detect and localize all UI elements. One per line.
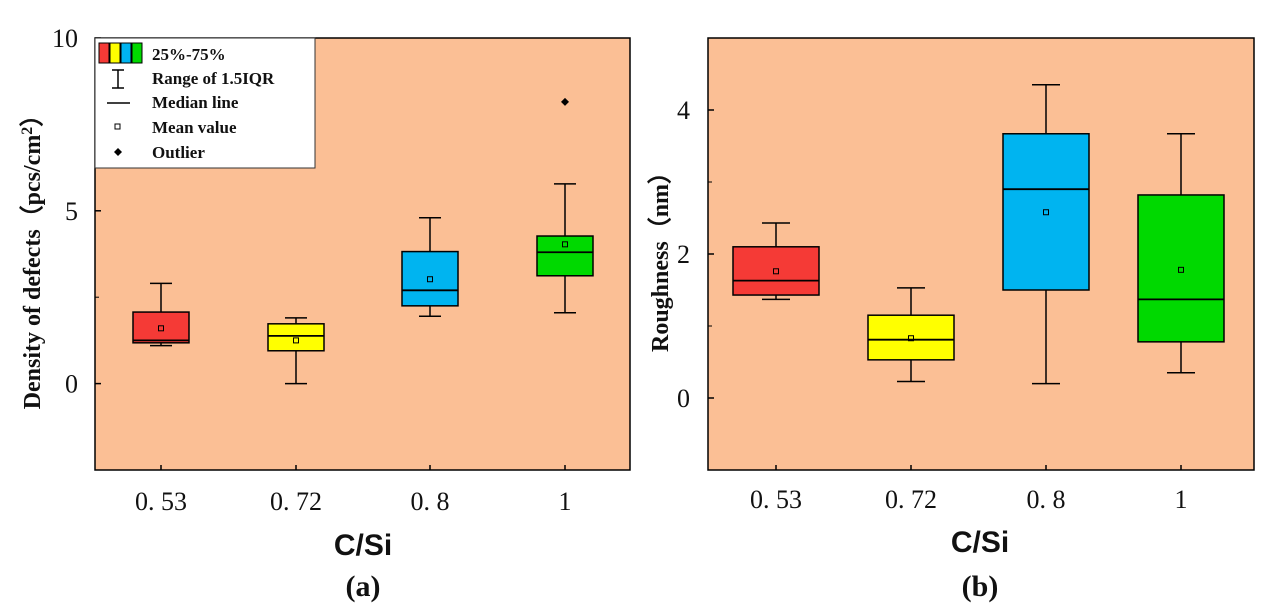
box-body [132, 311, 190, 344]
box-b-3 [1002, 84, 1090, 385]
box-body [267, 323, 325, 352]
legend-a: 25%-75% Range of 1.5IQR Median line Mean… [94, 37, 316, 169]
y-tick-label-a: 10 [52, 24, 78, 53]
x-tick-label-b: 0. 72 [885, 485, 937, 514]
mean-marker [562, 241, 568, 248]
box-a-4 [536, 97, 594, 314]
mean-marker [1043, 209, 1049, 216]
legend-label-outlier: Outlier [152, 143, 205, 162]
legend-mean-icon [114, 123, 121, 130]
box-a-3 [401, 216, 459, 317]
box-body [401, 250, 459, 307]
caption-a: (a) [346, 570, 381, 603]
x-tick-label-b: 0. 8 [1027, 485, 1066, 514]
box-b-4 [1137, 133, 1225, 374]
x-tick-label-a: 0. 72 [270, 487, 322, 516]
mean-marker [1178, 266, 1184, 273]
outlier-point [561, 97, 569, 106]
box-body [732, 246, 820, 296]
y-tick-label-a: 5 [65, 197, 78, 226]
mean-marker [293, 337, 299, 344]
legend-label-iqr: 25%-75% [152, 45, 226, 64]
panel-b: 0 2 4 0. 53 0. 72 0. 8 1 Roughness（nm） C/Si (b… [647, 37, 1255, 603]
legend-swatch-blue [120, 42, 132, 64]
y-axis-label-b: Roughness（nm） [647, 160, 674, 352]
caption-b: (b) [962, 570, 999, 603]
panel-a: 0 5 10 0. 53 0. 72 0. 8 1 Density of defects（p… [19, 24, 631, 603]
x-axis-label-b: C/Si [951, 526, 1009, 559]
legend-label-median: Median line [152, 93, 239, 112]
y-tick-label-b: 0 [677, 384, 690, 413]
box-a-1 [132, 282, 190, 347]
mean-marker [427, 276, 433, 283]
y-tick-label-b: 2 [677, 240, 690, 269]
legend-outlier-icon [114, 148, 122, 156]
legend-whisker-icon [112, 69, 124, 89]
box-b-1 [732, 222, 820, 301]
x-tick-label-a: 0. 53 [135, 487, 187, 516]
legend-swatch-red [98, 42, 110, 64]
box-body [1137, 194, 1225, 343]
mean-marker [158, 325, 164, 332]
legend-label-mean: Mean value [152, 118, 237, 137]
mean-marker [908, 335, 914, 342]
x-tick-label-a: 0. 8 [411, 487, 450, 516]
box-body [536, 235, 594, 277]
mean-marker [773, 268, 779, 275]
legend-label-range: Range of 1.5IQR [152, 69, 275, 88]
box-body [1002, 133, 1090, 291]
box-a-2 [267, 317, 325, 385]
x-tick-label-a: 1 [559, 487, 572, 516]
legend-swatch-green [131, 42, 143, 64]
x-tick-label-b: 1 [1175, 485, 1188, 514]
legend-swatch-yellow [109, 42, 121, 64]
y-tick-label-b: 4 [677, 96, 690, 125]
x-tick-label-b: 0. 53 [750, 485, 802, 514]
y-tick-label-a: 0 [65, 370, 78, 399]
box-b-2 [867, 287, 955, 383]
box-body [867, 314, 955, 361]
y-axis-label-a: Density of defects（pcs/cm2） [19, 103, 47, 410]
x-axis-label-a: C/Si [334, 529, 392, 562]
